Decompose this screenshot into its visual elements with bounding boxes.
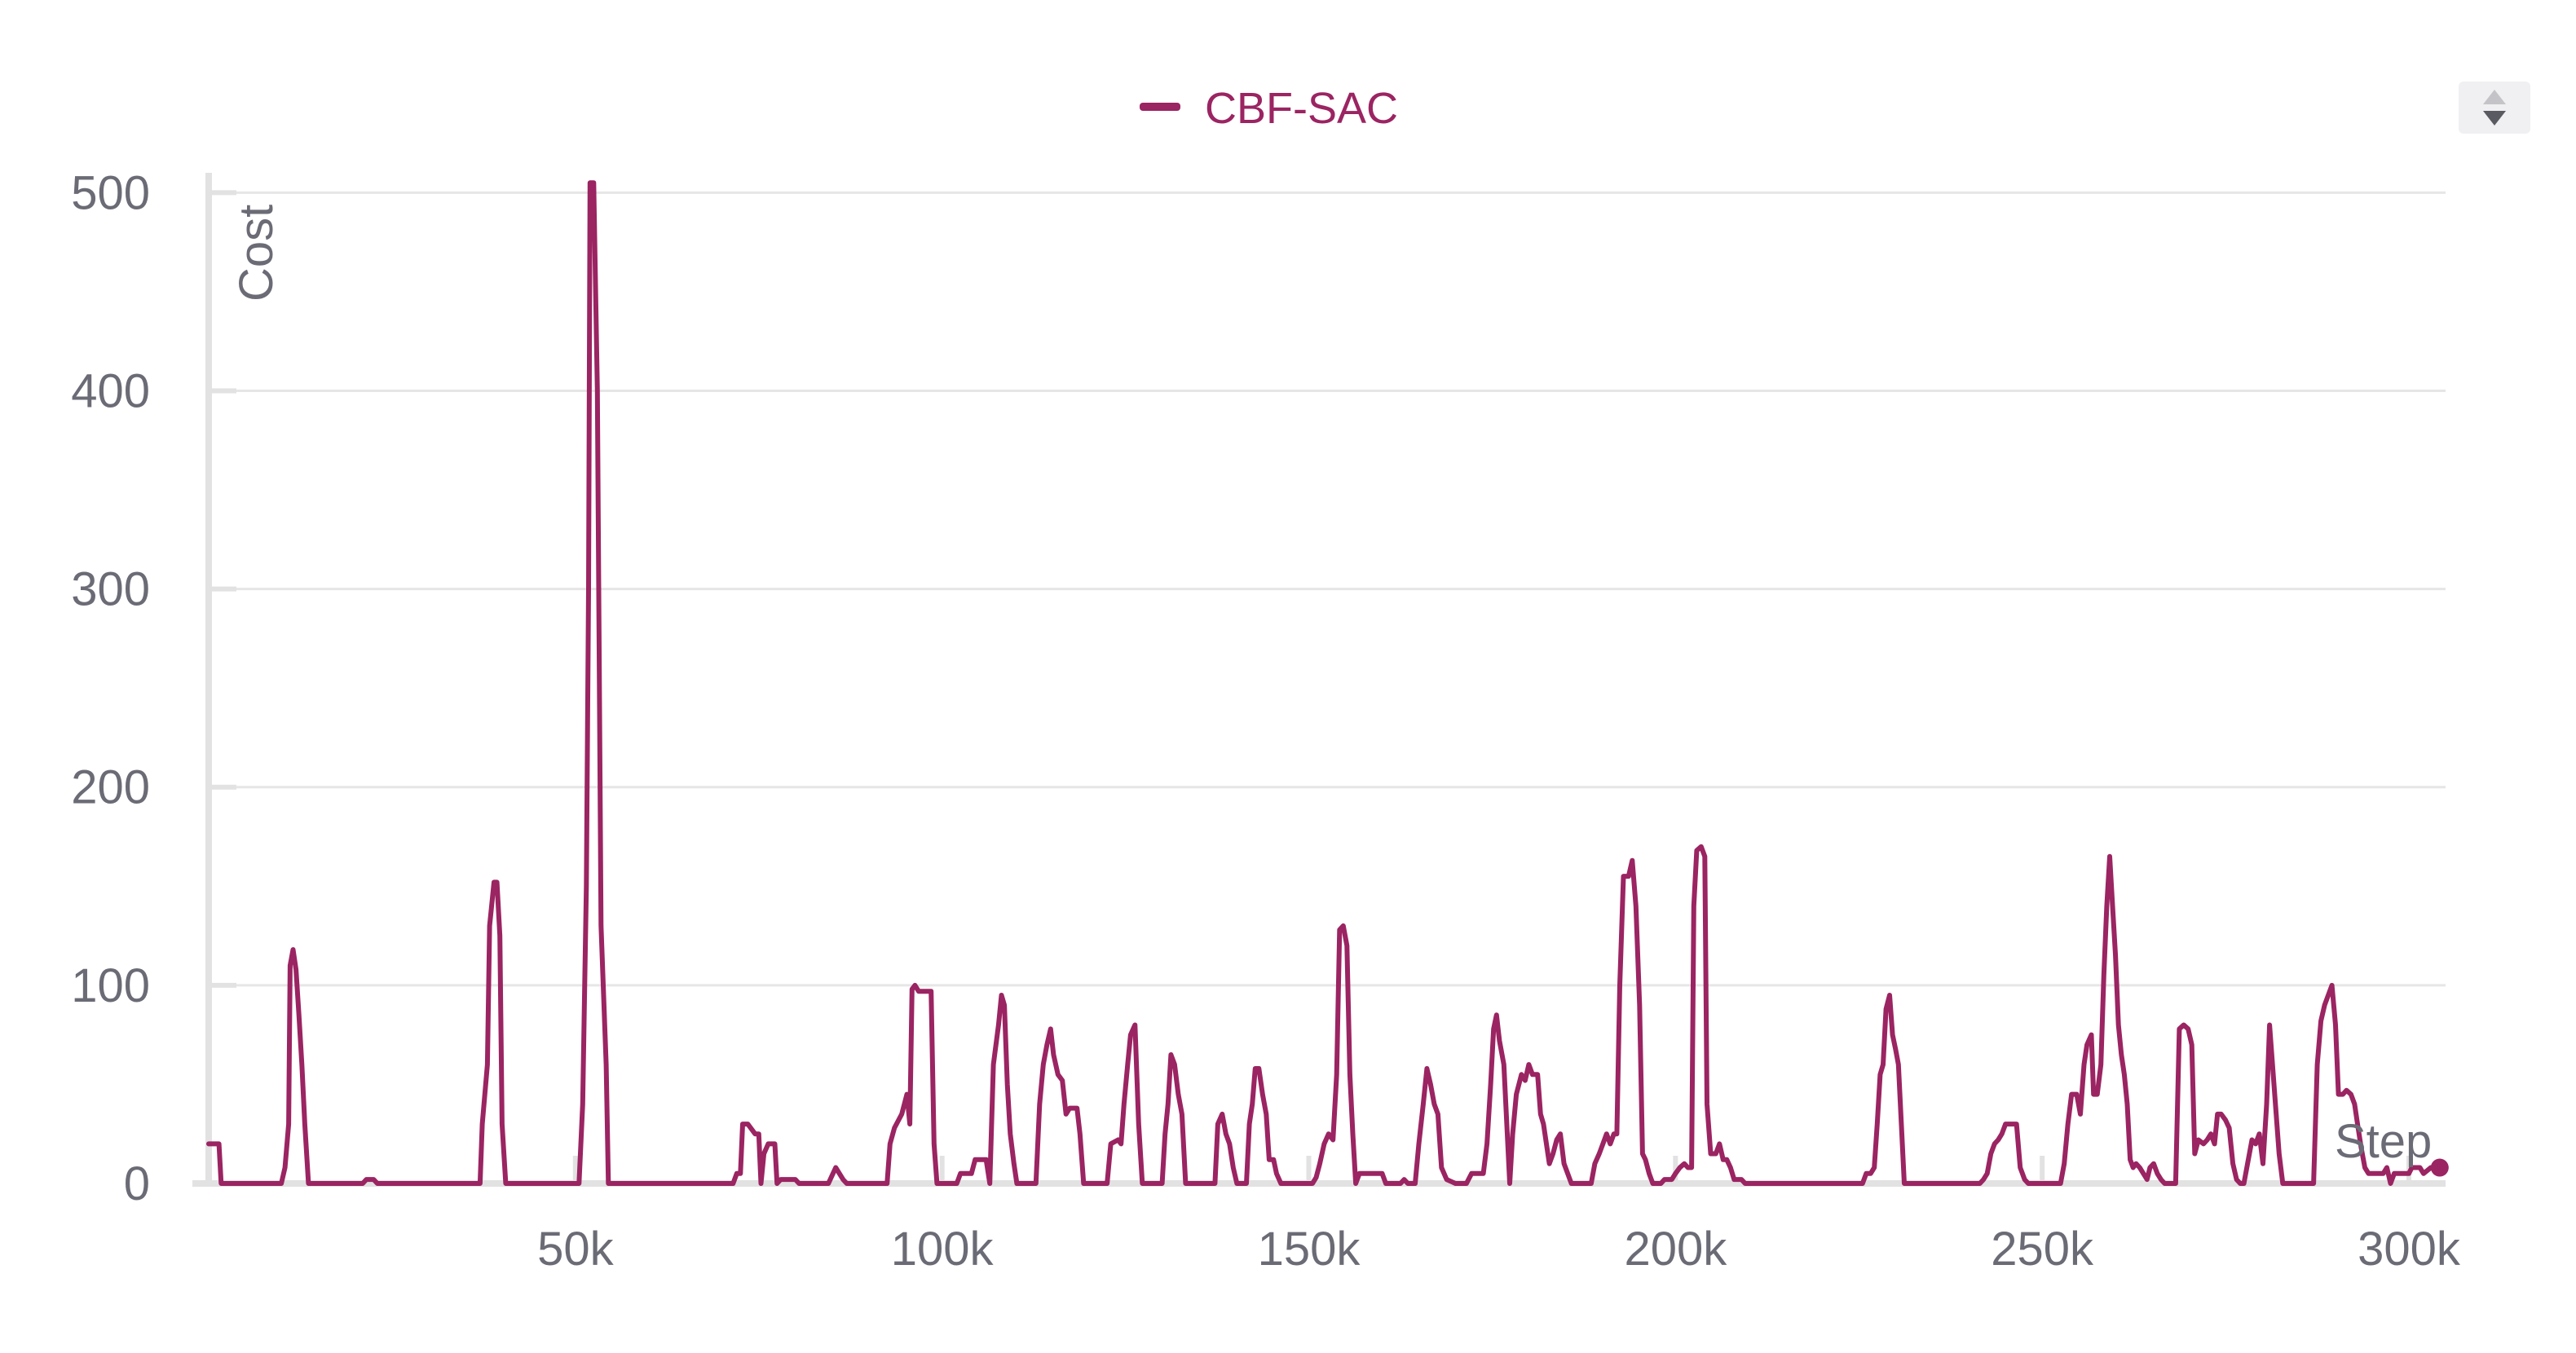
legend-scroll-control[interactable] <box>2459 82 2530 134</box>
line-swatch-icon <box>1140 103 1180 111</box>
y-tick-label: 0 <box>124 1157 150 1210</box>
x-tick-label: 200k <box>1624 1223 1727 1276</box>
legend-label-cbf-sac: CBF-SAC <box>1205 84 1398 133</box>
x-tick-label: 250k <box>1991 1223 2094 1276</box>
series-line-cbf-sac <box>206 180 2442 1186</box>
y-tick-label: 300 <box>71 563 150 616</box>
y-tick-labels: 0 100 200 300 400 500 <box>71 166 150 1210</box>
y-tick-label: 400 <box>71 364 150 417</box>
up-down-arrows-icon <box>2483 90 2506 126</box>
y-tick-label: 500 <box>71 166 150 219</box>
x-tick-label: 50k <box>537 1223 615 1276</box>
series-lines <box>206 180 2449 1186</box>
y-tick-label: 200 <box>71 761 150 814</box>
x-tick-label: 100k <box>891 1223 995 1276</box>
y-axis-title: Cost <box>230 205 283 302</box>
x-tick-label: 300k <box>2358 1223 2461 1276</box>
axes <box>192 173 2446 1187</box>
gridlines <box>209 190 2446 1183</box>
x-tick-labels: 50k 100k 150k 200k 250k 300k <box>537 1223 2461 1276</box>
series-end-marker <box>2430 1158 2449 1177</box>
legend: CBF-SAC <box>1140 84 1398 133</box>
y-tick-label: 100 <box>71 959 150 1012</box>
x-tick-label: 150k <box>1258 1223 1361 1276</box>
x-axis-title: Step <box>2335 1115 2432 1168</box>
